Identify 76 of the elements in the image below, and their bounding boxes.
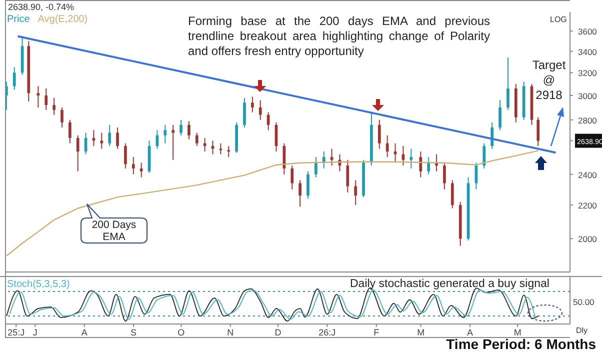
x-tick-label: S [130, 327, 137, 338]
candlestick [386, 134, 389, 158]
candlestick [76, 134, 80, 172]
candlestick [482, 142, 486, 169]
candlestick [188, 120, 190, 140]
y-tick-label: 2200 [578, 200, 598, 211]
text: Price [7, 14, 30, 25]
candlestick [314, 156, 318, 178]
candlestick [536, 116, 540, 147]
candlestick [60, 106, 64, 128]
candlestick [410, 148, 413, 169]
x-tick-label: O [178, 327, 185, 338]
candlestick [211, 140, 214, 155]
candlestick [506, 57, 510, 110]
x-tick-label: M [514, 327, 522, 338]
x-tick-label: N [227, 327, 234, 338]
candlestick [378, 119, 381, 150]
series-label: Stoch(5,3,5,3) [7, 279, 70, 290]
candlestick [172, 124, 174, 160]
candlestick [100, 132, 104, 150]
candlestick [450, 180, 454, 209]
candlestick [498, 100, 502, 131]
line-series [6, 150, 539, 256]
chart-subtitle: 2638.90, -0.74% [8, 2, 74, 12]
y-tick-label: 2800 [578, 115, 598, 126]
candlestick [12, 66, 16, 90]
candlestick [443, 162, 446, 190]
x-tick-label: J [32, 327, 38, 338]
x-tick-label: A [467, 327, 474, 338]
annotation: 200 Days EMA [90, 219, 138, 243]
x-tick-label: 26:J [318, 327, 336, 338]
candlestick [132, 156, 135, 175]
annotation: Daily stochastic generated a buy signal [350, 278, 550, 290]
candlestick [180, 119, 182, 136]
y-tick-label: 3200 [578, 68, 598, 78]
annotation: Target @ 2918 [531, 58, 567, 103]
candlestick [140, 162, 143, 178]
candlestick [419, 151, 422, 178]
candlestick [258, 100, 262, 120]
x-tick-label: A [81, 327, 88, 338]
annotation: LOG [550, 15, 567, 24]
x-tick-label: F [374, 327, 380, 338]
candlestick [282, 142, 286, 175]
candlestick [44, 88, 48, 110]
y-tick-label: 3000 [578, 90, 598, 101]
candlestick [164, 124, 167, 144]
candlestick [116, 127, 119, 150]
x-tick-label: D [274, 327, 282, 338]
y-tick-label: 3600 [578, 26, 598, 37]
text: Avg(E,200) [38, 14, 88, 25]
text: Time Period: 6 Months [446, 336, 596, 352]
y-tick-label: 3400 [578, 46, 598, 57]
candlestick [346, 159, 350, 193]
candlestick [108, 124, 112, 147]
candlestick [124, 142, 127, 169]
candlestick [290, 165, 294, 190]
y-tick-label: 2400 [578, 170, 598, 180]
candlestick [243, 97, 246, 128]
candlestick [52, 97, 56, 116]
candlestick [427, 156, 430, 175]
candlestick [68, 119, 72, 144]
candlestick [227, 146, 230, 158]
candlestick [330, 148, 334, 166]
candlestick [195, 132, 198, 147]
text: Dly [576, 326, 588, 335]
candlestick [36, 86, 40, 108]
x-tick-label: 25:J [8, 327, 25, 338]
candlestick [298, 180, 302, 208]
candlestick [306, 170, 310, 200]
candlestick [394, 142, 397, 164]
candlestick [250, 96, 254, 113]
candlestick [354, 180, 358, 206]
annotation: Forming base at the 200 days EMA and previous trendline breakout area highlighting change of Polarity and offers fresh entry opportunity [188, 14, 490, 59]
x-tick-label: M [417, 327, 425, 338]
y-tick-label: 2000 [578, 234, 598, 244]
text: 50.00 [573, 297, 594, 307]
